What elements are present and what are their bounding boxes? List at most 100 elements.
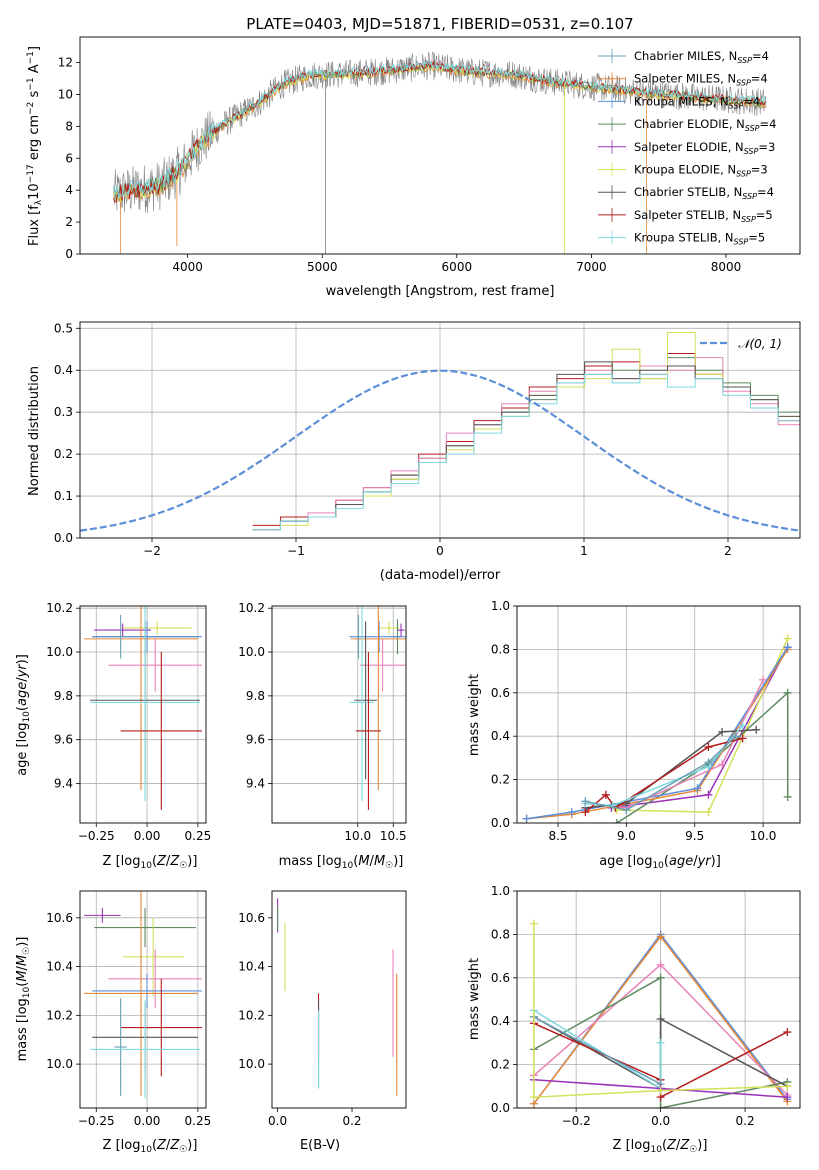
y-tick-label: 10.2: [46, 1008, 73, 1022]
mass-weight-marker: [783, 688, 792, 697]
y-tick-label: 2: [65, 215, 73, 229]
y-tick-label: 9.4: [246, 777, 265, 791]
y-tick-label: 9.6: [54, 733, 73, 747]
legend-label: Chabrier ELODIE, NSSP=4: [634, 117, 776, 133]
residuals-xlabel: (data-model)/error: [380, 568, 501, 583]
y-tick-label: 0.4: [491, 729, 510, 743]
mass-weight-marker: [783, 1093, 792, 1102]
y-tick-label: 12: [58, 56, 73, 70]
age_vs_mass-panel: 10.0 10.5 9.4 9.6 9.8 10.0 10.2: [238, 601, 407, 843]
mw-z-ylabel: mass weight: [467, 958, 482, 1040]
figure-title: PLATE=0403, MJD=51871, FIBERID=0531, z=0…: [246, 15, 633, 33]
mass-weight-marker: [783, 643, 792, 652]
y-tick-label: 0.2: [491, 1058, 510, 1072]
mass-weight-marker: [656, 1104, 665, 1108]
y-tick-label: 0.8: [491, 642, 510, 656]
mass-weight-marker: [738, 734, 747, 743]
mass-z-ylabel: mass [log10(M/M☉)]: [15, 937, 32, 1062]
axes-frame: [79, 321, 801, 539]
axes-frame: [79, 890, 207, 1109]
x-tick-label: −0.25: [78, 829, 115, 843]
mass-weight-marker: [656, 932, 665, 941]
x-tick-label: 0.0: [651, 1114, 670, 1128]
axes-frame: [271, 890, 407, 1109]
y-tick-label: 0.6: [491, 971, 510, 985]
mass-weight-line: [616, 691, 789, 823]
mass-weight-marker: [656, 1038, 665, 1047]
mass-weight-marker: [567, 808, 576, 817]
mass-ebv-xlabel: E(B-V): [300, 1138, 340, 1153]
mass-weight-marker: [529, 1093, 538, 1102]
mass-weight-marker: [783, 1028, 792, 1037]
mass-weight-marker: [783, 792, 792, 801]
mass-weight-line: [526, 648, 789, 820]
spectrum-legend: Chabrier MILES, NSSP=4 Salpeter MILES, NS…: [598, 49, 776, 247]
y-tick-label: 0.0: [491, 1101, 510, 1115]
legend-label: Chabrier STELIB, NSSP=4: [634, 185, 774, 201]
age-mass-xlabel: mass [log10(M/M☉)]: [279, 854, 404, 871]
age_vs_mass-plot-area: [349, 606, 406, 810]
mass-weight-marker: [783, 1082, 792, 1091]
mass-weight-marker: [581, 808, 590, 817]
mass-weight-marker: [581, 797, 590, 806]
x-tick-label: 0.0: [268, 1114, 287, 1128]
mass-weight-marker: [738, 721, 747, 730]
y-tick-label: 10.0: [238, 1057, 265, 1071]
mass-weight-marker: [656, 1015, 665, 1024]
mass-weight-line: [533, 923, 788, 1098]
spectrum-plot-area: [113, 51, 767, 254]
x-tick-label: 10.5: [380, 829, 407, 843]
y-tick-label: 0.2: [491, 773, 510, 787]
residuals-ylabel: Normed distribution: [27, 366, 42, 496]
spectrum-ylabel: Flux [fλ10−17 erg cm−2 s−1 A−1]: [26, 46, 44, 246]
y-tick-label: 0.1: [54, 489, 73, 503]
mass_vs_Z-panel: −0.25 0.00 0.25 10.0 10.2 10.4 10.6: [46, 890, 211, 1128]
x-tick-label: −2: [143, 544, 161, 558]
spectrum-xlabel: wavelength [Angstrom, rest frame]: [326, 284, 555, 299]
y-tick-label: 9.4: [54, 777, 73, 791]
mass-weight-marker: [704, 808, 713, 817]
x-tick-label: 10.0: [750, 829, 777, 843]
y-tick-label: 9.8: [246, 689, 265, 703]
x-tick-label: 2: [724, 544, 732, 558]
massweight_vs_age-plot-area: [522, 634, 792, 823]
mass-weight-line: [616, 638, 789, 813]
y-tick-label: 10.0: [238, 645, 265, 659]
x-tick-label: 0.00: [134, 829, 161, 843]
y-tick-label: 10.2: [238, 1008, 265, 1022]
legend-label: Chabrier MILES, NSSP=4: [634, 49, 769, 65]
x-tick-label: 0.2: [736, 1114, 755, 1128]
mass-weight-marker: [693, 784, 702, 793]
mass-weight-marker: [759, 675, 768, 684]
mass-weight-line: [526, 646, 789, 820]
x-tick-label: −0.25: [78, 1114, 115, 1128]
residual-histogram-step: [252, 357, 800, 531]
mass-weight-marker: [529, 919, 538, 928]
axes-frame: [79, 605, 207, 824]
mass-weight-marker: [622, 805, 631, 814]
mw-z-xlabel: Z [log10(Z/Z☉)]: [613, 1138, 708, 1155]
y-tick-label: 10.6: [46, 911, 73, 925]
y-tick-label: 10.6: [238, 911, 265, 925]
mass-weight-marker: [704, 743, 713, 752]
legend-label: 𝒩(0, 1): [738, 337, 782, 351]
x-tick-label: 9.0: [617, 829, 636, 843]
x-tick-label: 10.0: [344, 829, 371, 843]
mass_vs_ebv-plot-area: [277, 898, 398, 1096]
mass-weight-marker: [731, 732, 740, 741]
residuals-panel: −2 −1 0 1 2 0.0 0.1 0.2 0.3 0.4 0.5 𝒩(0, 1): [54, 321, 801, 558]
normal-distribution-curve: [80, 369, 800, 532]
mass-weight-line: [533, 1009, 662, 1090]
y-tick-label: 4: [65, 183, 73, 197]
axes-frame: [516, 605, 801, 824]
mass-weight-marker: [522, 814, 531, 823]
legend-label: Salpeter MILES, NSSP=4: [634, 72, 768, 88]
mw-age-xlabel: age [log10(age/yr)]: [599, 854, 721, 871]
age-z-xlabel: Z [log10(Z/Z☉)]: [103, 854, 198, 871]
y-tick-label: 0.2: [54, 447, 73, 461]
model-spectrum-line: [113, 60, 766, 199]
y-tick-label: 10.0: [46, 645, 73, 659]
y-tick-label: 1.0: [491, 884, 510, 898]
x-tick-label: 0: [436, 544, 444, 558]
x-tick-label: −1: [287, 544, 305, 558]
